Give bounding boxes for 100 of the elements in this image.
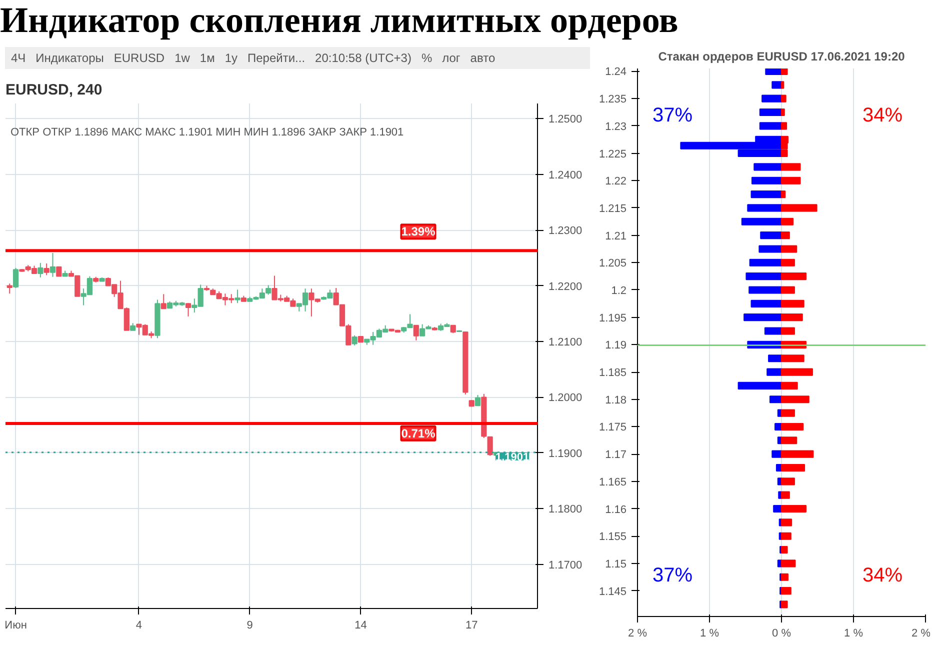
bar (759, 122, 782, 130)
annotation: 34% (862, 104, 903, 126)
y-tick-label: 1.145 (598, 586, 627, 598)
x-tick-label: 2 % (628, 628, 648, 640)
x-tick-label: 4 (136, 620, 142, 632)
bar (781, 478, 795, 486)
y-tick-label: 1.175 (598, 422, 627, 434)
x-tick-label: 1 % (700, 628, 720, 640)
bar (781, 204, 818, 212)
y-tick-label: 1.225 (598, 148, 627, 160)
bar (749, 258, 782, 266)
candlestick (38, 262, 44, 278)
y-tick-label: 1.2200 (548, 280, 582, 293)
annotation: 1.39% (401, 224, 436, 239)
y-tick-label: 1.1800 (548, 504, 582, 516)
bar (781, 94, 786, 102)
y-tick-label: 1.1700 (548, 559, 582, 572)
x-tick-label: 2 % (912, 628, 931, 640)
x-tick-label: Июн (4, 620, 27, 632)
y-tick-label: 1.17 (605, 449, 627, 462)
bar (781, 327, 795, 335)
bar (768, 354, 782, 362)
bar (746, 272, 782, 280)
bar (772, 450, 782, 458)
y-tick-label: 1.2 (611, 284, 627, 297)
bar (781, 368, 813, 376)
bar (781, 68, 788, 76)
candlestick (160, 294, 166, 310)
y-tick-label: 1.15 (605, 558, 627, 570)
bar (781, 450, 814, 458)
y-tick-label: 1.2000 (548, 392, 582, 404)
candlestick (352, 334, 358, 346)
bar (762, 94, 782, 102)
bar (781, 560, 796, 568)
y-tick-label: 1.2100 (548, 336, 582, 349)
bar (754, 163, 782, 171)
bar (769, 396, 782, 404)
y-tick-label: 1.2300 (548, 225, 582, 238)
chart-title: Стакан ордеров EURUSD 17.06.2021 19:20 (658, 50, 906, 64)
y-tick-label: 1.215 (598, 202, 627, 215)
bar (781, 300, 804, 308)
y-tick-label: 1.2400 (548, 169, 582, 182)
bar (748, 286, 782, 294)
bar (781, 573, 788, 581)
bar (781, 491, 790, 499)
y-tick-label: 1.205 (598, 258, 627, 270)
y-tick-label: 1.1900 (548, 448, 582, 460)
candlestick (234, 289, 240, 304)
bar (781, 232, 790, 240)
y-tick-label: 1.23 (605, 120, 627, 133)
chart-subtitle: EURUSD, 240 (6, 82, 102, 98)
bar (781, 409, 795, 417)
y-tick-label: 1.16 (605, 504, 627, 516)
candlestick (50, 252, 56, 278)
bar (781, 504, 806, 513)
x-tick-label: 17 (465, 620, 478, 632)
bar (781, 382, 798, 390)
bar (747, 204, 782, 212)
candlestick (185, 302, 192, 317)
bar (759, 108, 782, 116)
bar (765, 68, 782, 76)
bar (781, 587, 792, 595)
bar (781, 518, 792, 526)
candlestick (56, 266, 62, 277)
bar (781, 190, 786, 198)
y-tick-label: 1.19 (605, 340, 627, 352)
bar (781, 163, 801, 171)
bar (772, 81, 782, 89)
x-tick-label: 1 % (844, 628, 864, 640)
bar (750, 190, 782, 198)
bar (781, 396, 810, 404)
bar (781, 272, 806, 280)
y-tick-label: 1.195 (598, 312, 627, 324)
y-tick-label: 1.185 (598, 367, 627, 380)
y-tick-label: 1.2500 (548, 114, 582, 126)
bar (758, 245, 782, 253)
bar (781, 176, 801, 184)
bar (781, 258, 795, 266)
bar (766, 368, 782, 376)
candlestick (474, 394, 481, 406)
candlestick (44, 262, 50, 276)
bar (781, 122, 788, 130)
annotation: 37% (652, 564, 693, 586)
ref-line-label: 1.1901 (496, 451, 530, 464)
bar (781, 286, 795, 294)
y-tick-label: 1.22 (605, 176, 627, 188)
bar (781, 546, 788, 554)
annotation: 0.71% (401, 426, 436, 440)
text: 4Ч Индикаторы EURUSD 1w 1м 1y Перейти... 20:10:58 (UTC+3) % лог авто (11, 51, 496, 65)
candlestick (6, 283, 12, 294)
bar (781, 81, 784, 89)
bar (781, 245, 798, 253)
bar (750, 300, 782, 308)
bar (741, 218, 782, 226)
y-tick-label: 1.155 (598, 531, 627, 544)
y-tick-label: 1.21 (605, 230, 627, 242)
x-tick-label: 14 (354, 620, 367, 632)
candlestick (12, 267, 19, 288)
annotation: 37% (652, 104, 693, 126)
annotation: ОТКР ОТКР 1.1896 МАКС МАКС 1.1901 МИН МИН 1.1896 ЗАКР ЗАКР 1.1901 (10, 126, 404, 138)
